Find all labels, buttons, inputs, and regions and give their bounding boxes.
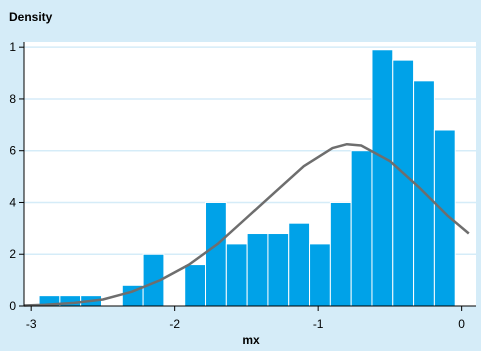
density-curve xyxy=(23,142,470,307)
histogram-bar xyxy=(267,233,290,307)
y-ticks: 0 2 4 6 8 1 xyxy=(9,40,24,313)
histogram-bar xyxy=(371,49,394,307)
histogram-bar xyxy=(205,201,227,307)
histogram-bar xyxy=(288,222,311,307)
histogram-bar xyxy=(309,243,331,307)
histogram-bar xyxy=(350,150,373,307)
histogram-bar xyxy=(184,264,207,307)
histogram-bar xyxy=(392,59,415,307)
x-tick-label: -3 xyxy=(26,317,37,331)
density-curve-line xyxy=(23,142,470,307)
histogram-bar xyxy=(225,243,248,307)
x-tick-label: -1 xyxy=(313,317,324,331)
x-axis-title: mx xyxy=(242,333,260,347)
y-tick-label: 8 xyxy=(9,92,16,106)
histogram-bar xyxy=(329,201,352,307)
x-tick-label: -2 xyxy=(169,317,180,331)
axes xyxy=(23,42,476,307)
x-tick-label: 0 xyxy=(458,317,465,331)
y-tick-label: 6 xyxy=(9,144,16,158)
histogram-bar xyxy=(246,233,269,307)
y-axis-title: Density xyxy=(9,10,53,24)
y-tick-label: 2 xyxy=(9,247,16,261)
histogram-bars xyxy=(38,49,456,307)
x-ticks: -3 -2 -1 0 xyxy=(26,306,465,331)
y-tick-label: 4 xyxy=(9,195,16,209)
y-tick-label: 1 xyxy=(9,40,16,54)
y-tick-label: 0 xyxy=(9,299,16,313)
